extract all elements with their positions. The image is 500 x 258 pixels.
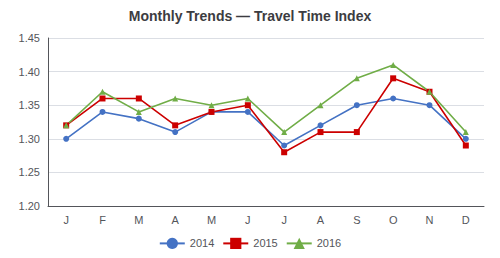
svg-text:2016: 2016: [317, 237, 341, 249]
svg-text:O: O: [389, 214, 398, 226]
svg-text:F: F: [99, 214, 106, 226]
svg-text:1.40: 1.40: [19, 66, 40, 78]
svg-text:M: M: [207, 214, 216, 226]
svg-text:A: A: [171, 214, 179, 226]
svg-text:J: J: [245, 214, 251, 226]
svg-text:J: J: [63, 214, 69, 226]
svg-text:1.25: 1.25: [19, 166, 40, 178]
svg-text:2015: 2015: [253, 237, 277, 249]
svg-text:D: D: [462, 214, 470, 226]
svg-text:1.45: 1.45: [19, 32, 40, 44]
svg-text:M: M: [134, 214, 143, 226]
svg-text:1.30: 1.30: [19, 133, 40, 145]
svg-text:1.20: 1.20: [19, 200, 40, 212]
svg-text:2014: 2014: [190, 237, 214, 249]
svg-text:S: S: [353, 214, 360, 226]
svg-text:N: N: [426, 214, 434, 226]
svg-text:A: A: [317, 214, 325, 226]
svg-text:J: J: [281, 214, 287, 226]
svg-text:Monthly Trends — Travel Time I: Monthly Trends — Travel Time Index: [129, 8, 372, 24]
svg-text:1.35: 1.35: [19, 99, 40, 111]
